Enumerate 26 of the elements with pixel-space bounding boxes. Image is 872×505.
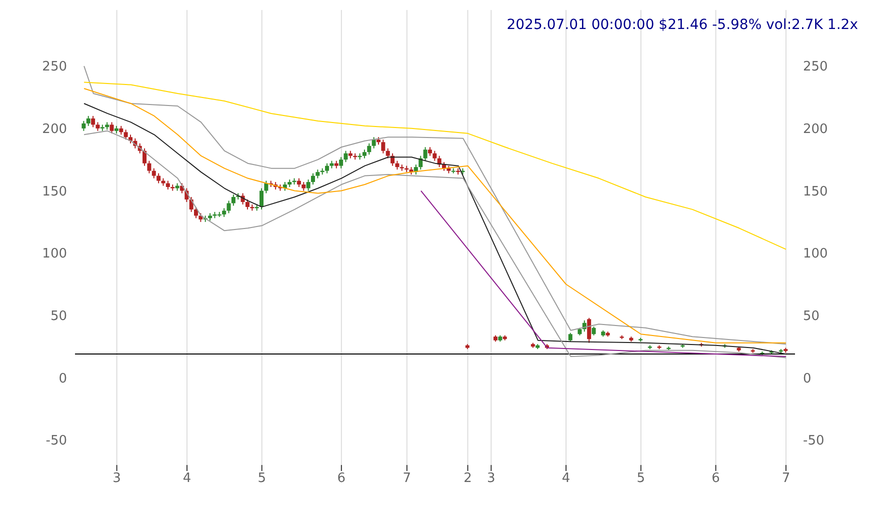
y2-tick-label: 250 <box>803 60 828 75</box>
y-tick-label: 0 <box>58 371 67 386</box>
y2-tick-label: 150 <box>803 184 828 200</box>
y2-tick-label: 0 <box>803 371 812 386</box>
y-tick-label: -50 <box>46 434 67 449</box>
x-tick-label: 5 <box>258 471 266 486</box>
x-tick-label: 6 <box>337 471 346 486</box>
y2-tick-label: 50 <box>803 309 820 324</box>
x-tick-label: 7 <box>402 471 412 486</box>
x-tick-label: 4 <box>182 471 192 486</box>
y-tick-label: 150 <box>42 184 67 200</box>
text: 2025.07.01 00:00:00 $21.46 -5.98% vol:2.7K 1.2x <box>506 17 858 33</box>
x-tick-label: 3 <box>112 471 121 486</box>
x-tick-label: 4 <box>562 471 570 486</box>
y2-tick-label: 200 <box>803 122 828 138</box>
x-tick-label: 3 <box>487 471 496 486</box>
y-tick-label: 200 <box>42 122 67 138</box>
y-tick-label: 50 <box>50 309 67 324</box>
y2-tick-label: -50 <box>803 434 824 449</box>
y-tick-label: 100 <box>42 246 67 262</box>
x-tick-label: 5 <box>636 471 646 486</box>
x-tick-label: 2 <box>464 471 472 486</box>
y-tick-label: 250 <box>42 60 67 75</box>
x-tick-label: 7 <box>782 471 790 486</box>
y2-tick-label: 100 <box>803 246 828 262</box>
x-tick-label: 6 <box>712 471 720 486</box>
